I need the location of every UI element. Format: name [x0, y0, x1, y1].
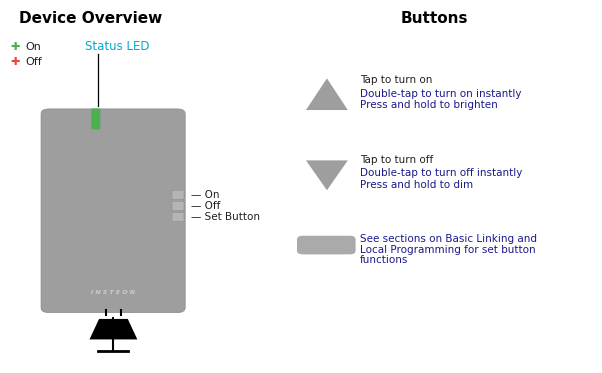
- FancyBboxPatch shape: [172, 190, 184, 199]
- FancyBboxPatch shape: [41, 109, 185, 313]
- Text: See sections on Basic Linking and: See sections on Basic Linking and: [360, 235, 537, 244]
- Text: Status LED: Status LED: [85, 40, 149, 53]
- Text: On: On: [25, 42, 42, 51]
- FancyBboxPatch shape: [92, 109, 101, 129]
- Text: Buttons: Buttons: [401, 11, 468, 26]
- Text: Press and hold to brighten: Press and hold to brighten: [360, 100, 497, 110]
- Text: — On: — On: [191, 190, 219, 200]
- Text: I N S T E O N: I N S T E O N: [92, 290, 135, 295]
- Text: functions: functions: [360, 256, 408, 265]
- Text: Tap to turn on: Tap to turn on: [360, 75, 432, 85]
- Text: Tap to turn off: Tap to turn off: [360, 155, 433, 164]
- Polygon shape: [306, 78, 348, 110]
- Text: Double-tap to turn on instantly: Double-tap to turn on instantly: [360, 89, 521, 99]
- FancyBboxPatch shape: [297, 236, 356, 254]
- Polygon shape: [306, 160, 348, 190]
- Text: ✚: ✚: [10, 42, 19, 51]
- FancyBboxPatch shape: [172, 213, 184, 222]
- Text: — Set Button: — Set Button: [191, 212, 259, 222]
- Text: Press and hold to dim: Press and hold to dim: [360, 180, 473, 189]
- FancyBboxPatch shape: [172, 201, 184, 210]
- Text: Double-tap to turn off instantly: Double-tap to turn off instantly: [360, 169, 522, 178]
- Text: ✚: ✚: [10, 57, 19, 66]
- Polygon shape: [90, 319, 137, 339]
- Text: Off: Off: [25, 57, 42, 66]
- Text: Local Programming for set button: Local Programming for set button: [360, 245, 535, 255]
- Text: Device Overview: Device Overview: [19, 11, 163, 26]
- Text: — Off: — Off: [191, 201, 220, 211]
